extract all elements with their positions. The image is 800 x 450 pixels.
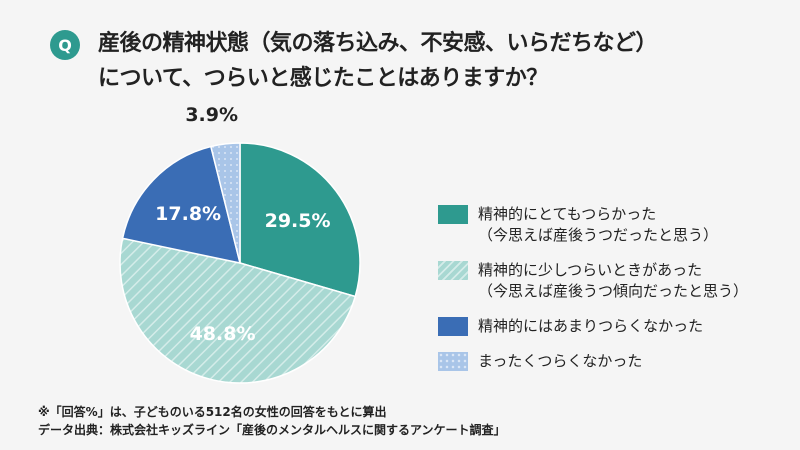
data-label-2: 17.8% [155,203,221,225]
footer: ※「回答%」は、子どものいる512名の女性の回答をもとに算出 データ出典：株式会… [38,403,506,439]
legend-label: 精神的にとてもつらかった [478,205,657,223]
legend-swatch [438,205,468,224]
legend: 精神的にとてもつらかった （今思えば産後うつだったと思う） 精神的に少しつらいときが… [438,204,748,386]
legend-swatch [438,261,468,280]
pie-slice-2 [121,145,242,264]
data-label-1: 48.8% [190,323,256,345]
legend-label: 精神的に少しつらいときがあった [478,261,703,279]
legend-label: （今思えば産後うつ傾向だったと思う） [478,282,749,300]
legend-swatch [438,352,468,371]
footnote: ※「回答%」は、子どものいる512名の女性の回答をもとに算出 [38,405,387,419]
pie-slice-3 [209,142,241,264]
legend-label: 精神的にはあまりつらくなかった [478,317,704,335]
pie-slice-0 [239,142,361,298]
title-line-1: 産後の精神状態（気の落ち込み、不安感、いらだちなど） [98,31,658,56]
legend-item: まったくつらくなかった [438,351,748,372]
legend-item: 精神的にはあまりつらくなかった [438,316,748,337]
legend-item: 精神的にとてもつらかった （今思えば産後うつだったと思う） [438,204,748,246]
legend-item: 精神的に少しつらいときがあった （今思えば産後うつ傾向だったと思う） [438,260,748,302]
data-label-3: 3.9% [185,104,238,126]
legend-label: （今思えば産後うつだったと思う） [478,226,719,244]
source: データ出典：株式会社キッズライン「産後のメンタルヘルスに関するアンケート調査」 [38,423,506,437]
legend-label: まったくつらくなかった [478,352,643,370]
data-label-0: 29.5% [265,210,331,232]
legend-swatch [438,317,468,336]
pie-slice-1 [119,237,357,384]
q-badge: Q [50,30,80,60]
title-line-2: について、つらいと感じたことはありますか？ [98,66,548,91]
chart-title: 産後の精神状態（気の落ち込み、不安感、いらだちなど） について、つらいと感じたこ… [98,26,658,96]
